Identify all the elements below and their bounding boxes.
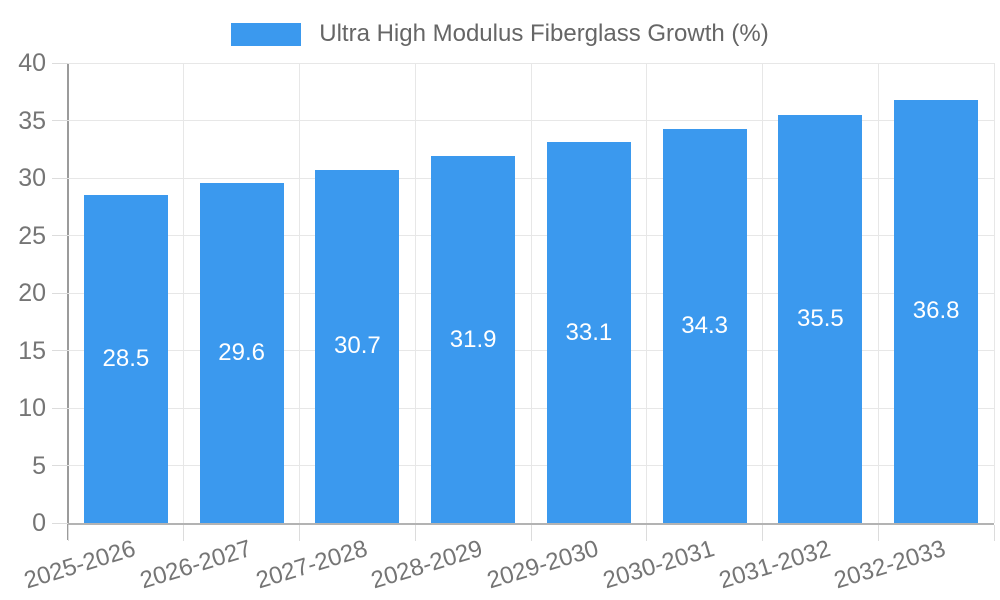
y-tick-mark (52, 62, 68, 64)
x-tick-mark (67, 525, 69, 541)
bar-value-label: 29.6 (218, 338, 265, 366)
v-gridline (762, 63, 763, 523)
bar[interactable]: 30.7 (315, 169, 400, 523)
legend-label: Ultra High Modulus Fiberglass Growth (%) (319, 20, 769, 47)
y-axis-line (67, 63, 69, 540)
y-axis-tick-label: 20 (18, 279, 46, 307)
y-axis-tick-label: 15 (18, 336, 46, 365)
v-gridline (993, 63, 995, 523)
bar[interactable]: 33.1 (546, 142, 631, 523)
x-tick-mark (183, 525, 185, 541)
y-axis-tick-label: 10 (18, 394, 46, 422)
x-axis-tick-label: 2028-2029 (368, 535, 487, 595)
y-axis-tick-label: 5 (32, 451, 46, 480)
bar[interactable]: 35.5 (778, 114, 863, 523)
y-axis-tick-label: 25 (18, 221, 46, 250)
x-tick-mark (299, 525, 300, 541)
v-gridline (183, 63, 185, 523)
bar-value-label: 30.7 (334, 332, 381, 360)
legend-item[interactable]: Ultra High Modulus Fiberglass Growth (%) (231, 20, 769, 48)
bar-value-label: 35.5 (797, 304, 844, 332)
x-axis-tick-label: 2032-2033 (831, 535, 950, 595)
y-tick-mark (52, 407, 68, 409)
x-axis-tick-label: 2025-2026 (21, 535, 139, 595)
bar-value-label: 31.9 (449, 325, 497, 353)
y-tick-mark (52, 235, 68, 236)
x-axis-tick-label: 2031-2032 (715, 535, 834, 595)
x-tick-mark (877, 525, 879, 541)
y-axis-tick-label: 0 (32, 509, 46, 537)
x-tick-mark (993, 525, 995, 541)
bar-value-label: 34.3 (681, 311, 728, 339)
x-tick-mark (762, 525, 763, 541)
v-gridline (877, 63, 879, 523)
x-axis-line (68, 523, 994, 525)
bar-value-label: 28.5 (102, 345, 150, 373)
x-tick-mark (414, 525, 416, 541)
bar[interactable]: 34.3 (662, 128, 747, 523)
x-tick-mark (646, 525, 648, 541)
bar-value-label: 36.8 (912, 297, 960, 325)
x-axis-tick-label: 2026-2027 (136, 535, 255, 595)
legend: Ultra High Modulus Fiberglass Growth (%) (0, 20, 1000, 48)
y-tick-mark (52, 292, 68, 294)
plot-area: 28.5 29.6 30.7 31.9 33.1 34.3 35.5 36.8 (68, 62, 995, 523)
x-axis-tick-label: 2030-2031 (599, 535, 718, 595)
v-gridline (646, 63, 648, 523)
v-gridline (530, 63, 532, 523)
x-tick-mark (530, 525, 532, 541)
x-axis-tick-label: 2027-2028 (252, 535, 371, 595)
bar[interactable]: 31.9 (431, 156, 516, 523)
legend-swatch-icon (231, 22, 302, 46)
y-tick-mark (52, 522, 68, 524)
bar[interactable]: 36.8 (894, 99, 979, 523)
y-tick-mark (52, 177, 68, 179)
y-axis-tick-label: 30 (18, 164, 46, 192)
y-tick-mark (52, 120, 68, 121)
v-gridline (299, 63, 300, 523)
x-axis-tick-label: 2029-2030 (484, 535, 602, 595)
y-axis-tick-label: 35 (18, 106, 46, 135)
bar[interactable]: 28.5 (83, 195, 168, 523)
bar-value-label: 33.1 (565, 318, 613, 346)
y-tick-mark (52, 465, 68, 466)
v-gridline (414, 63, 416, 523)
bar[interactable]: 29.6 (199, 182, 284, 523)
y-tick-mark (52, 350, 68, 351)
y-axis-tick-label: 40 (18, 49, 46, 77)
